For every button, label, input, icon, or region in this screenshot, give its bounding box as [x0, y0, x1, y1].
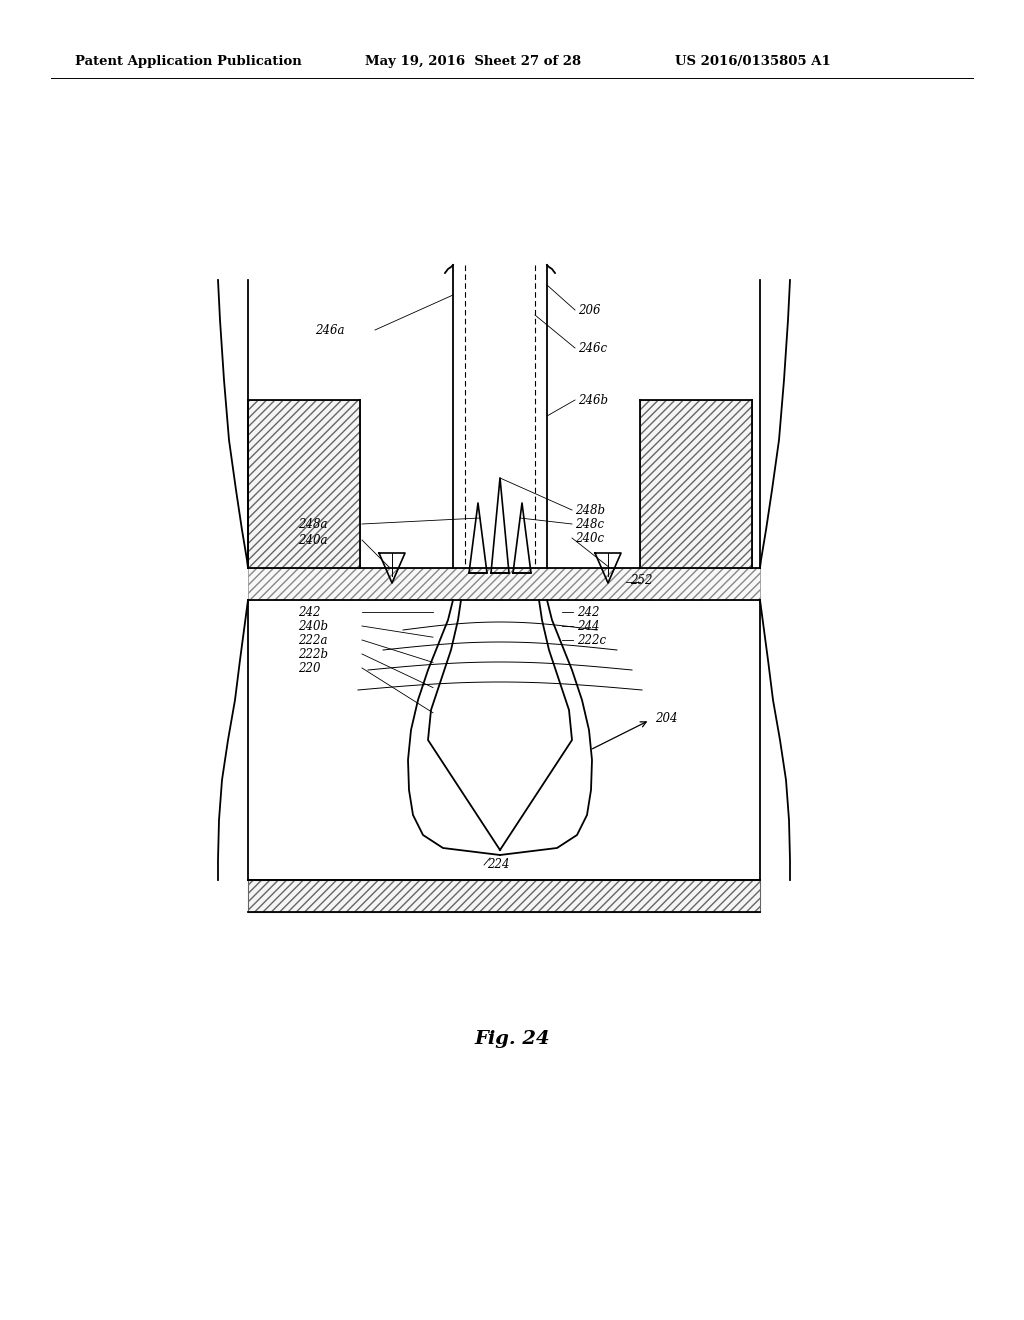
Text: 248a: 248a — [298, 517, 328, 531]
Bar — [640, 400, 752, 568]
Bar — [248, 880, 760, 912]
Text: 204: 204 — [655, 711, 678, 725]
Text: 246a: 246a — [315, 323, 344, 337]
Text: 252: 252 — [630, 573, 652, 586]
Text: US 2016/0135805 A1: US 2016/0135805 A1 — [675, 55, 830, 69]
Text: Patent Application Publication: Patent Application Publication — [75, 55, 302, 69]
Bar — [248, 400, 360, 568]
Text: Fig. 24: Fig. 24 — [474, 1030, 550, 1048]
Text: 240b: 240b — [298, 619, 328, 632]
Text: 224: 224 — [487, 858, 510, 871]
Text: 246c: 246c — [578, 342, 607, 355]
Text: 222a: 222a — [298, 634, 328, 647]
Bar — [248, 568, 760, 601]
Text: 242: 242 — [298, 606, 321, 619]
Text: 248b: 248b — [575, 503, 605, 516]
Text: 222c: 222c — [577, 634, 606, 647]
Text: 246b: 246b — [578, 393, 608, 407]
Text: 240c: 240c — [575, 532, 604, 544]
Text: May 19, 2016  Sheet 27 of 28: May 19, 2016 Sheet 27 of 28 — [365, 55, 582, 69]
Text: 242: 242 — [577, 606, 599, 619]
Text: 220: 220 — [298, 661, 321, 675]
Text: 222b: 222b — [298, 648, 328, 660]
Text: 206: 206 — [578, 304, 600, 317]
Text: 248c: 248c — [575, 517, 604, 531]
Text: 240a: 240a — [298, 533, 328, 546]
Text: 244: 244 — [577, 619, 599, 632]
